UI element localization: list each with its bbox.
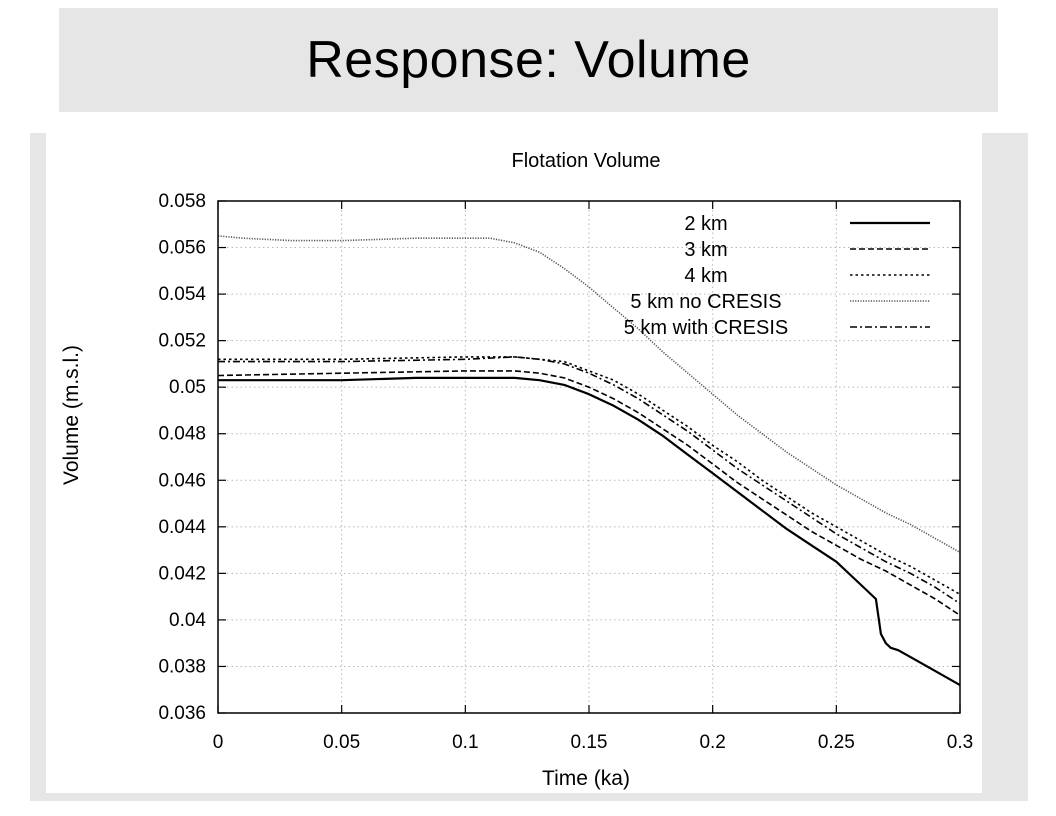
y-tick-label: 0.04 — [169, 610, 206, 631]
y-tick-label: 0.052 — [158, 331, 206, 352]
legend: 2 km 3 km 4 km 5 km no CRESIS 5 km with CRES… — [624, 213, 930, 339]
series-line-2-km — [218, 376, 961, 687]
series-line-3-km — [217, 370, 961, 616]
y-tick-label: 0.046 — [158, 470, 206, 491]
series-line-5-km-no-cresis — [217, 235, 961, 554]
ticks: 0 0.05 0.1 0.15 0.2 0.25 0.3 0.036 0.038 0.04 0.04… — [158, 191, 973, 753]
y-tick-label: 0.036 — [158, 703, 206, 724]
legend-label-5-km-with-cresis: 5 km with CRESIS — [624, 317, 788, 339]
x-axis-label: Time (ka) — [542, 767, 630, 790]
x-tick-label: 0.25 — [818, 732, 855, 753]
x-tick-label: 0.1 — [452, 732, 478, 753]
y-tick-label: 0.054 — [158, 284, 206, 305]
y-tick-label: 0.058 — [158, 191, 206, 212]
legend-label-3-km: 3 km — [684, 239, 727, 261]
y-tick-label: 0.056 — [158, 238, 206, 259]
x-tick-label: 0.15 — [571, 732, 608, 753]
y-tick-label: 0.042 — [158, 563, 206, 584]
y-tick-label: 0.05 — [169, 377, 206, 398]
x-tick-label: 0.2 — [699, 732, 725, 753]
x-tick-label: 0.3 — [947, 732, 973, 753]
y-tick-label: 0.048 — [158, 424, 206, 445]
series-layer — [217, 235, 961, 687]
legend-label-5-km-no-cresis: 5 km no CRESIS — [630, 291, 781, 313]
x-tick-label: 0 — [213, 732, 224, 753]
legend-label-2-km: 2 km — [684, 213, 727, 235]
line-chart: 0 0.05 0.1 0.15 0.2 0.25 0.3 0.036 0.038 0.04 0.04… — [46, 133, 982, 793]
chart-background — [46, 133, 982, 793]
page-title: Response: Volume — [306, 31, 751, 89]
y-tick-label: 0.038 — [158, 656, 206, 677]
series-line-4-km — [218, 356, 961, 595]
title-band: Response: Volume — [59, 8, 998, 112]
y-axis-label: Volume (m.s.l.) — [60, 345, 83, 485]
chart-title: Flotation Volume — [512, 150, 661, 172]
series-line-5-km-with-cresis — [218, 356, 961, 605]
y-tick-label: 0.044 — [158, 517, 206, 538]
legend-label-4-km: 4 km — [684, 265, 727, 287]
x-tick-label: 0.05 — [323, 732, 360, 753]
